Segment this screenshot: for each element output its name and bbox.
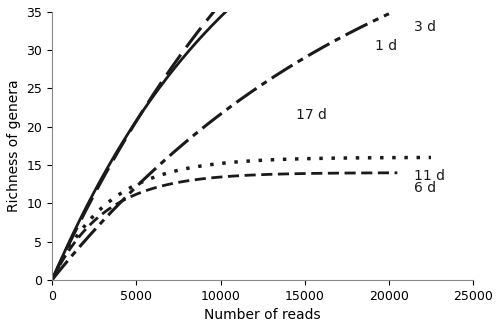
Text: 1 d: 1 d	[376, 39, 398, 53]
Text: 3 d: 3 d	[414, 20, 436, 34]
Text: 17 d: 17 d	[296, 108, 327, 122]
Y-axis label: Richness of genera: Richness of genera	[7, 80, 21, 212]
Text: 11 d: 11 d	[414, 169, 445, 184]
Text: 6 d: 6 d	[414, 181, 436, 195]
X-axis label: Number of reads: Number of reads	[204, 308, 321, 322]
